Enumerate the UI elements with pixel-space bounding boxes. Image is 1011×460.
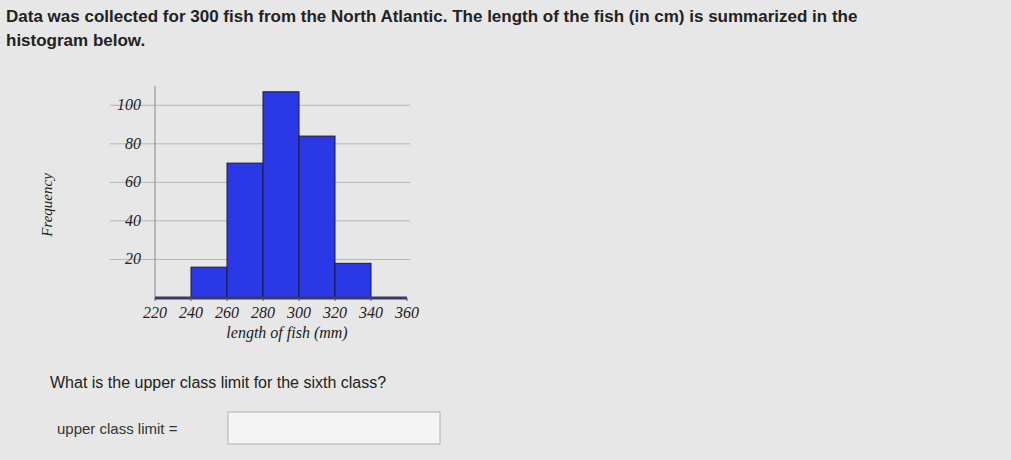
histogram-bar	[227, 163, 263, 298]
y-tick-label: 100	[117, 96, 141, 113]
answer-input[interactable]	[228, 412, 440, 444]
x-tick	[263, 298, 264, 301]
y-axis-line	[155, 86, 156, 298]
x-axis-label: length of fish (mm)	[226, 324, 347, 342]
x-axis-line	[155, 297, 407, 300]
y-axis-label: Frequency	[39, 173, 55, 238]
x-tick	[227, 298, 228, 301]
page: Data was collected for 300 fish from the…	[0, 0, 1011, 460]
x-tick-label: 220	[143, 304, 167, 321]
y-tick-label: 60	[125, 173, 141, 190]
histogram-bar	[191, 267, 227, 298]
x-tick	[191, 298, 192, 301]
bars	[191, 92, 371, 298]
intro-text: Data was collected for 300 fish from the…	[6, 7, 857, 26]
x-tick	[407, 298, 408, 301]
y-tick-label: 40	[125, 212, 141, 229]
histogram-bar	[335, 263, 371, 298]
answer-label: upper class limit =	[57, 420, 178, 437]
histogram-bar	[263, 92, 299, 298]
y-tick-label: 20	[125, 250, 141, 267]
x-tick	[299, 298, 300, 301]
y-tick-label: 80	[125, 135, 141, 152]
x-tick-label: 260	[215, 304, 239, 321]
x-tick	[335, 298, 336, 301]
x-tick-label: 360	[394, 304, 419, 321]
x-tick	[155, 298, 156, 301]
x-tick-label: 300	[286, 304, 311, 321]
x-tick-label: 340	[358, 304, 383, 321]
x-tick-label: 240	[179, 304, 203, 321]
histogram-bar	[299, 136, 335, 298]
intro-text: histogram below.	[6, 31, 145, 50]
x-tick-label: 320	[322, 304, 347, 321]
question-text: What is the upper class limit for the si…	[50, 374, 386, 391]
x-tick	[371, 298, 372, 301]
x-tick-label: 280	[251, 304, 275, 321]
